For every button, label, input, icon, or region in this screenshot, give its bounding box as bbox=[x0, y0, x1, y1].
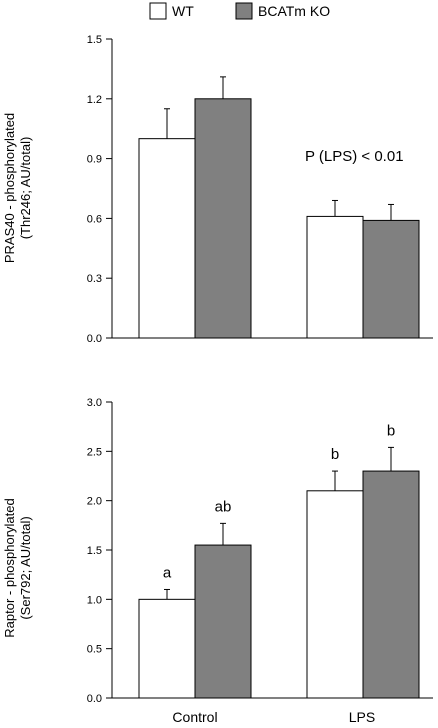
y-tick-label: 2.5 bbox=[87, 446, 102, 458]
y-tick-label: 0.3 bbox=[87, 273, 102, 285]
bar bbox=[306, 490, 364, 699]
y-axis-title-line2: (Ser792; AU/total) bbox=[18, 516, 33, 619]
significance-label: a bbox=[163, 564, 172, 581]
y-tick-label: 1.2 bbox=[87, 94, 102, 106]
legend: WT BCATm KO bbox=[149, 2, 330, 20]
y-tick-label: 1.5 bbox=[87, 545, 102, 557]
pras40-chart: PRAS40 - phosphorylated (Thr246; AU/tota… bbox=[2, 34, 433, 345]
x-axis-labels: Control LPS bbox=[172, 709, 375, 725]
chart-annotation: P (LPS) < 0.01 bbox=[305, 148, 404, 165]
y-tick-label: 3.0 bbox=[87, 397, 102, 409]
y-tick-label: 1.5 bbox=[87, 34, 102, 46]
legend-swatch-wt bbox=[149, 2, 167, 20]
significance-label: b bbox=[331, 446, 339, 463]
category-label-control: Control bbox=[172, 709, 217, 725]
y-tick-label: 0.0 bbox=[87, 333, 102, 345]
y-tick-label: 0.0 bbox=[87, 693, 102, 705]
legend-swatch-ko bbox=[235, 2, 253, 20]
y-axis-title: Raptor - phosphorylated (Ser792; AU/tota… bbox=[2, 498, 33, 637]
bar bbox=[194, 98, 252, 339]
bar bbox=[362, 219, 420, 339]
y-tick-label: 0.6 bbox=[87, 213, 102, 225]
significance-label: b bbox=[387, 422, 395, 439]
y-tick-label: 2.0 bbox=[87, 496, 102, 508]
bar bbox=[138, 598, 196, 699]
bar bbox=[306, 215, 364, 339]
bar bbox=[138, 138, 196, 339]
legend-label-ko: BCATm KO bbox=[258, 3, 330, 19]
y-tick-label: 0.5 bbox=[87, 644, 102, 656]
y-axis-title-line2: (Thr246; AU/total) bbox=[18, 137, 33, 240]
category-label-lps: LPS bbox=[349, 709, 375, 725]
bar bbox=[194, 544, 252, 699]
y-axis-title-line1: Raptor - phosphorylated bbox=[2, 498, 17, 637]
raptor-chart: Raptor - phosphorylated (Ser792; AU/tota… bbox=[2, 397, 433, 705]
y-tick-label: 0.9 bbox=[87, 154, 102, 166]
y-tick-label: 1.0 bbox=[87, 594, 102, 606]
legend-label-wt: WT bbox=[172, 3, 194, 19]
y-axis-title-line1: PRAS40 - phosphorylated bbox=[2, 113, 17, 263]
bar bbox=[362, 470, 420, 699]
y-axis-title: PRAS40 - phosphorylated (Thr246; AU/tota… bbox=[2, 113, 33, 263]
significance-label: ab bbox=[215, 498, 232, 515]
